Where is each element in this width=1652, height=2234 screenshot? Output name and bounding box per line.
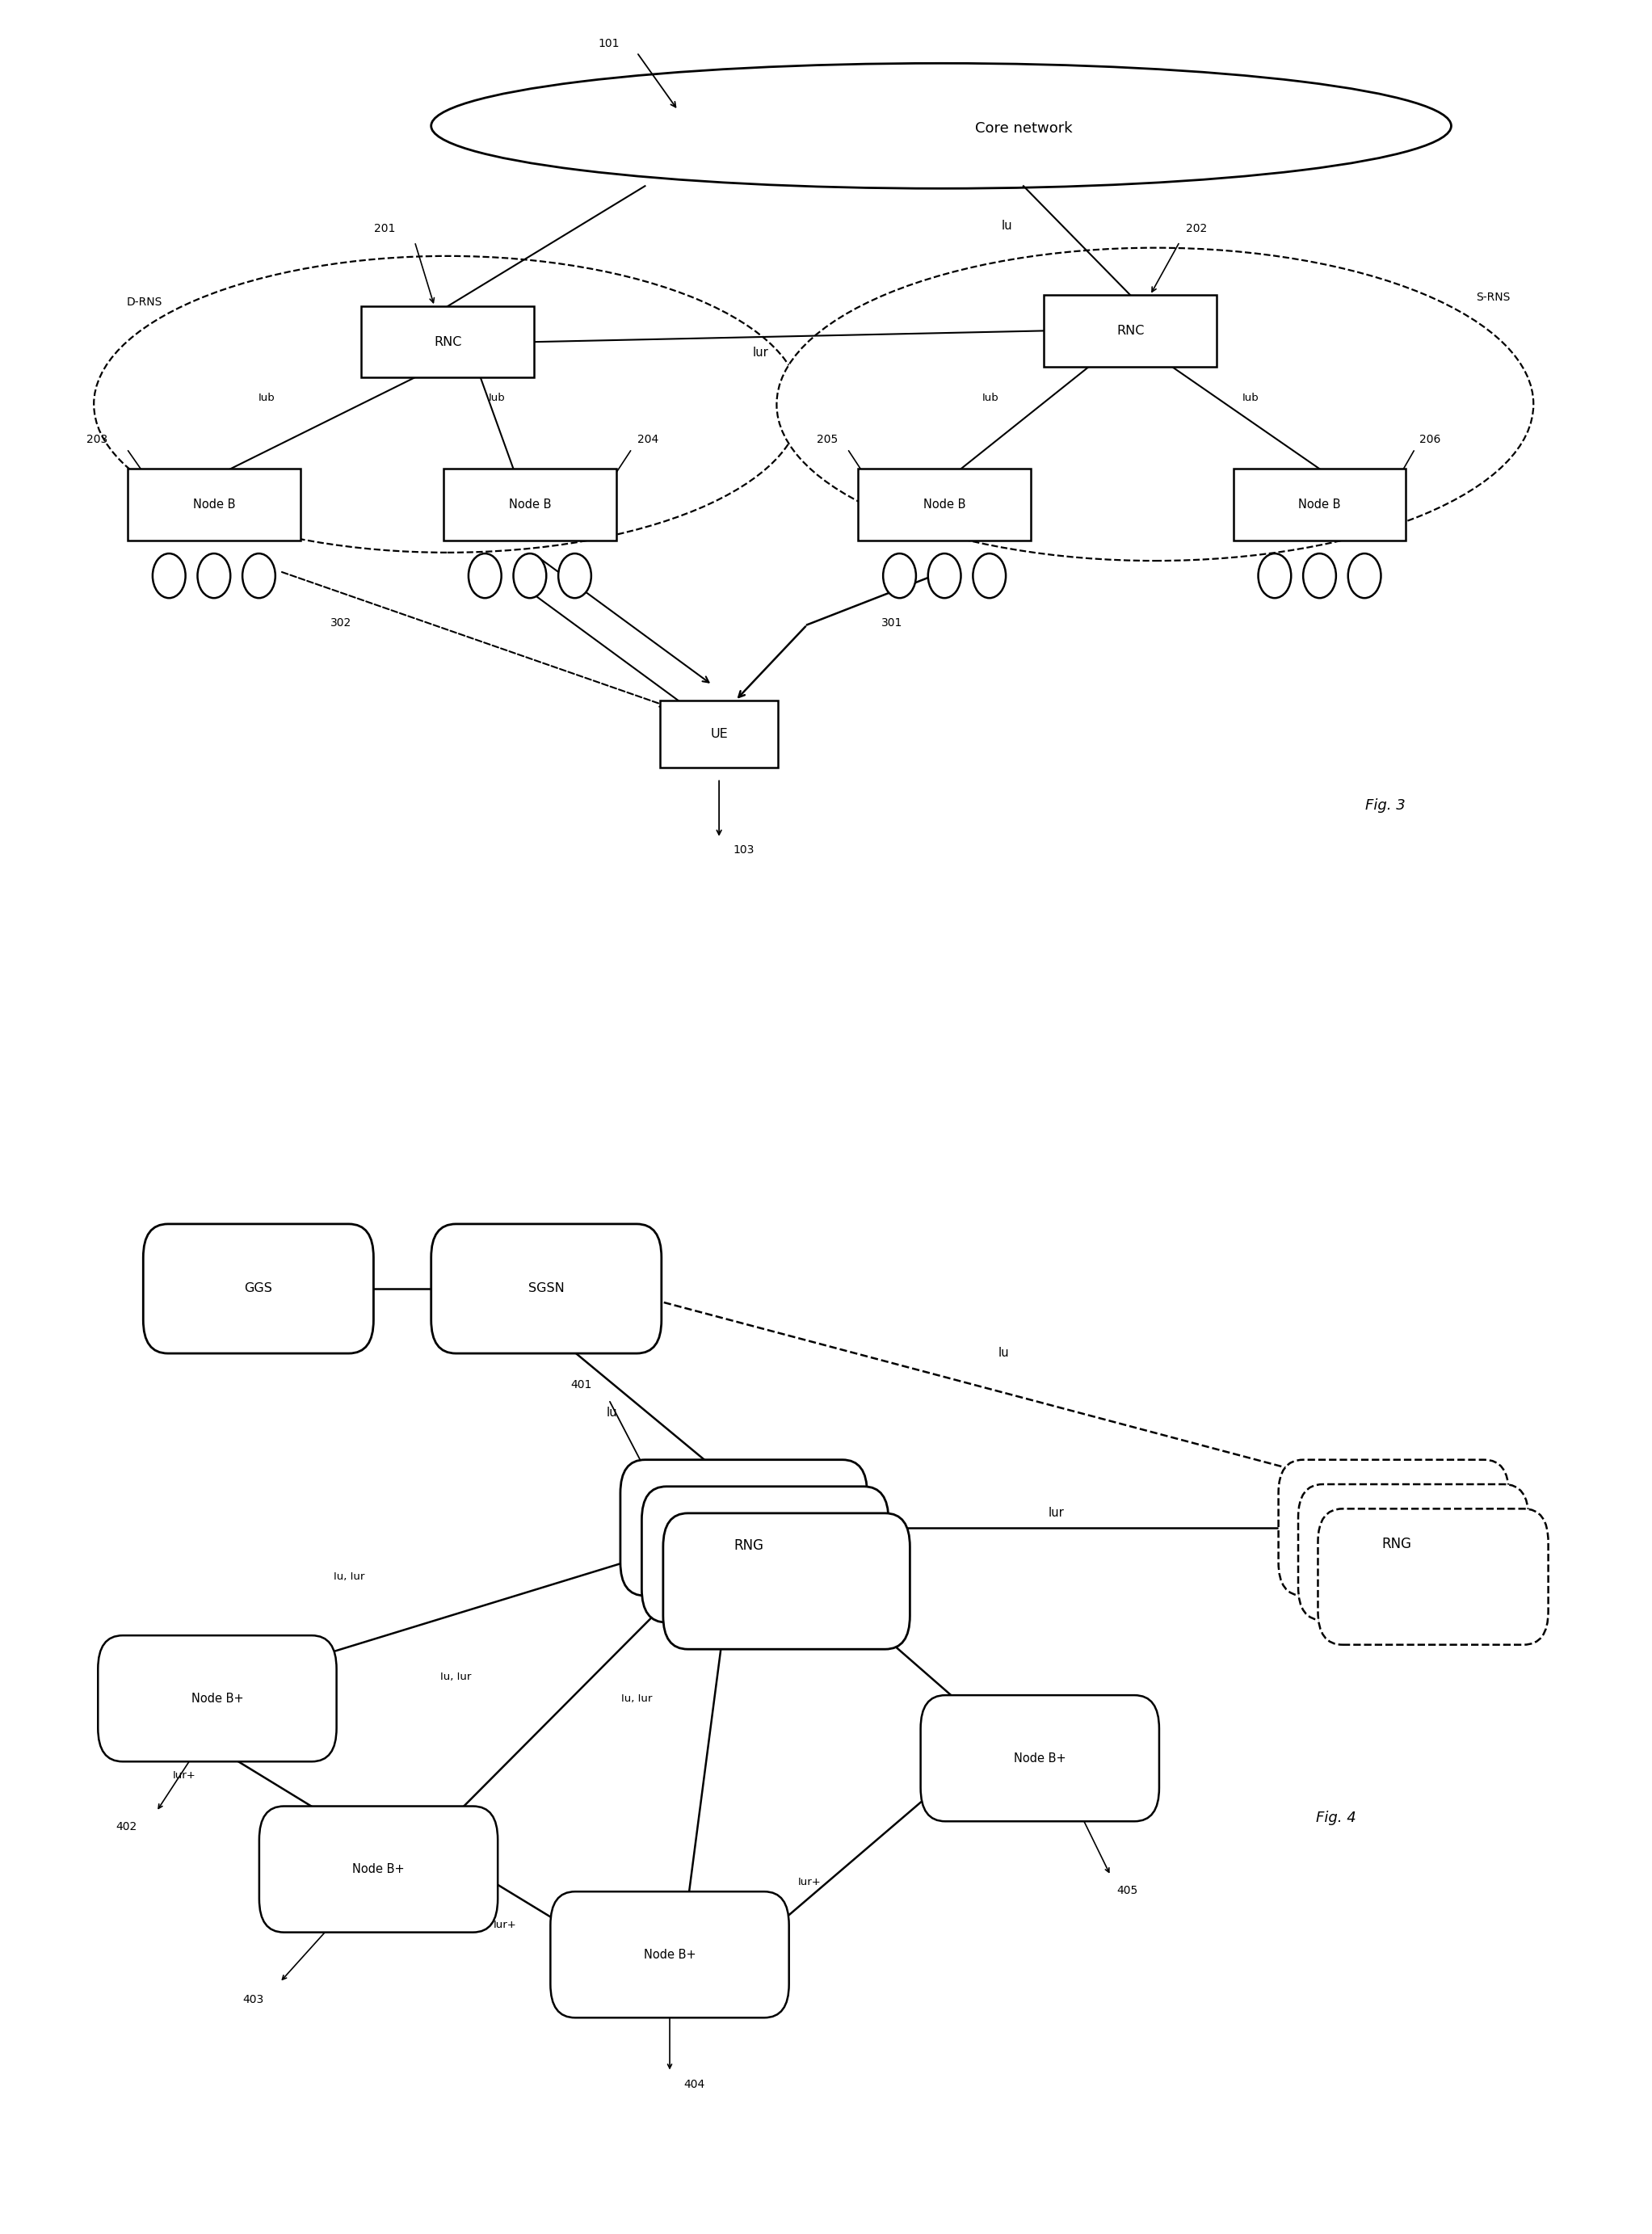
Circle shape xyxy=(514,554,547,599)
Circle shape xyxy=(1303,554,1336,599)
Text: 301: 301 xyxy=(881,617,902,628)
FancyBboxPatch shape xyxy=(1279,1459,1508,1595)
Text: Node B+: Node B+ xyxy=(192,1693,243,1705)
FancyBboxPatch shape xyxy=(1318,1508,1548,1644)
Text: 101: 101 xyxy=(598,38,620,49)
Text: Iub: Iub xyxy=(258,393,274,402)
Text: D-RNS: D-RNS xyxy=(127,297,162,308)
Text: Node B+: Node B+ xyxy=(1014,1751,1066,1765)
Text: RNG: RNG xyxy=(1383,1537,1412,1550)
Text: 205: 205 xyxy=(818,433,838,445)
Bar xyxy=(1044,295,1218,366)
Text: Node B: Node B xyxy=(1298,498,1341,512)
Text: Node B+: Node B+ xyxy=(644,1948,695,1961)
Circle shape xyxy=(928,554,961,599)
Text: Iu: Iu xyxy=(606,1407,618,1419)
Text: Iu, Iur: Iu, Iur xyxy=(844,1600,874,1611)
Text: GGS: GGS xyxy=(244,1282,273,1296)
Bar xyxy=(127,469,301,541)
Text: Node B: Node B xyxy=(923,498,966,512)
Text: 202: 202 xyxy=(1186,223,1208,235)
Text: Iu, Iur: Iu, Iur xyxy=(621,1693,653,1705)
Circle shape xyxy=(469,554,502,599)
Circle shape xyxy=(243,554,276,599)
Bar xyxy=(1232,469,1406,541)
Ellipse shape xyxy=(776,248,1533,561)
Text: RNC: RNC xyxy=(434,335,461,349)
Text: Iur: Iur xyxy=(752,346,768,360)
Bar xyxy=(659,701,778,766)
Text: Iu, Iur: Iu, Iur xyxy=(441,1671,471,1682)
Text: Iur+: Iur+ xyxy=(494,1919,517,1930)
Circle shape xyxy=(152,554,185,599)
Ellipse shape xyxy=(431,63,1450,188)
Text: Node B+: Node B+ xyxy=(352,1863,405,1874)
Text: UE: UE xyxy=(710,728,729,739)
Bar xyxy=(362,306,534,378)
Text: Node B: Node B xyxy=(193,498,235,512)
FancyBboxPatch shape xyxy=(641,1486,889,1622)
Text: Iu: Iu xyxy=(998,1347,1009,1358)
Bar xyxy=(857,469,1031,541)
Text: Core network: Core network xyxy=(975,121,1072,136)
Text: 201: 201 xyxy=(375,223,396,235)
FancyBboxPatch shape xyxy=(662,1512,910,1649)
Text: Fig. 3: Fig. 3 xyxy=(1365,798,1406,813)
FancyBboxPatch shape xyxy=(97,1635,337,1763)
Text: Fig. 4: Fig. 4 xyxy=(1317,1812,1356,1825)
Text: 203: 203 xyxy=(86,433,107,445)
Text: Iu: Iu xyxy=(1001,219,1013,232)
Text: 103: 103 xyxy=(733,844,755,856)
Text: 204: 204 xyxy=(638,433,659,445)
Text: 403: 403 xyxy=(243,1993,264,2006)
Text: Iur: Iur xyxy=(1049,1506,1064,1519)
FancyBboxPatch shape xyxy=(621,1459,867,1595)
FancyBboxPatch shape xyxy=(1298,1483,1528,1620)
Circle shape xyxy=(558,554,591,599)
Circle shape xyxy=(884,554,915,599)
FancyBboxPatch shape xyxy=(550,1892,790,2017)
Circle shape xyxy=(1259,554,1292,599)
Text: Node B: Node B xyxy=(509,498,552,512)
FancyBboxPatch shape xyxy=(431,1224,661,1354)
Text: Iub: Iub xyxy=(1242,393,1259,402)
Circle shape xyxy=(1348,554,1381,599)
Text: 405: 405 xyxy=(1117,1885,1138,1897)
Text: Iur+: Iur+ xyxy=(173,1769,197,1780)
Circle shape xyxy=(973,554,1006,599)
Text: Iub: Iub xyxy=(489,393,506,402)
Text: 302: 302 xyxy=(330,617,352,628)
Bar xyxy=(443,469,616,541)
FancyBboxPatch shape xyxy=(259,1807,497,1932)
Text: 404: 404 xyxy=(684,2080,705,2091)
FancyBboxPatch shape xyxy=(920,1696,1160,1821)
Text: 206: 206 xyxy=(1419,433,1441,445)
Ellipse shape xyxy=(94,257,801,552)
Circle shape xyxy=(198,554,230,599)
Text: RNC: RNC xyxy=(1117,324,1145,337)
Text: Iub: Iub xyxy=(983,393,999,402)
Text: RNG: RNG xyxy=(733,1539,763,1553)
FancyBboxPatch shape xyxy=(144,1224,373,1354)
Text: SGSN: SGSN xyxy=(529,1282,565,1296)
Text: Iu, Iur: Iu, Iur xyxy=(334,1571,365,1582)
Text: 401: 401 xyxy=(570,1378,591,1390)
Text: Iur+: Iur+ xyxy=(798,1877,821,1888)
Text: S-RNS: S-RNS xyxy=(1475,293,1510,304)
Text: 402: 402 xyxy=(116,1821,137,1832)
